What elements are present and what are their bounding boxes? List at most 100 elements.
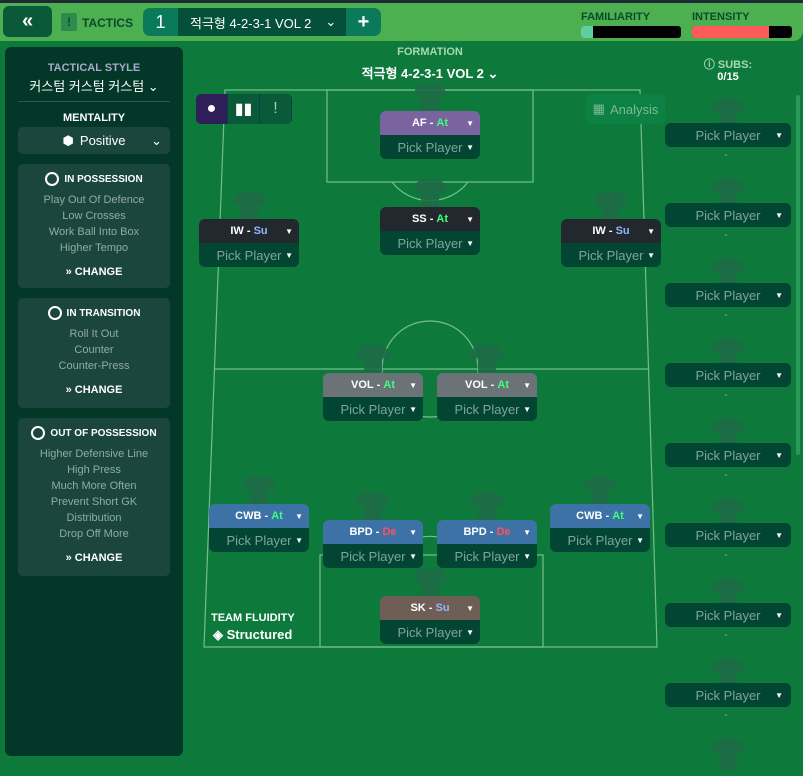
pick-player-select[interactable]: Pick Player ▼ [380, 231, 480, 255]
sub-slot[interactable]: Pick Player ▼ [665, 443, 791, 467]
player-name: Pick Player [454, 548, 520, 564]
dropdown-arrow-icon: ▼ [523, 380, 531, 390]
player-name: Pick Player [567, 532, 633, 548]
pick-player-select[interactable]: Pick Player ▼ [437, 544, 537, 568]
duty-name: At [436, 213, 449, 225]
sub-slot[interactable]: Pick Player ▼ [665, 283, 791, 307]
tactic-tab-group: 1 적극형 4-2-3-1 VOL 2 ⌄ + [143, 8, 381, 36]
role-select[interactable]: VOL - At ▼ [323, 373, 423, 397]
double-chevron-right-icon: » [65, 266, 72, 278]
formation-select[interactable]: 적극형 4-2-3-1 VOL 2 ⌄ [330, 63, 530, 82]
sub-player: Pick Player [695, 687, 761, 703]
pick-player-select[interactable]: Pick Player ▼ [199, 243, 299, 267]
pick-player-select[interactable]: Pick Player ▼ [437, 397, 537, 421]
role-name: BPD [463, 526, 487, 538]
role-select[interactable]: CWB - At ▼ [209, 504, 309, 528]
dropdown-arrow-icon: ▼ [409, 527, 417, 537]
mentality-select[interactable]: ⬢ Positive ⌄ [18, 127, 170, 154]
role-name: CWB [576, 510, 603, 522]
dropdown-arrow-icon: ▼ [647, 250, 655, 260]
role-select[interactable]: SK - Su ▼ [380, 596, 480, 620]
sub-player: Pick Player [695, 607, 761, 623]
fluidity-text: Structured [226, 627, 293, 642]
tactic-slot-number[interactable]: 1 [143, 8, 178, 36]
stats-view-button[interactable]: ▮▮ [228, 94, 260, 124]
role-select[interactable]: CWB - At ▼ [550, 504, 650, 528]
dropdown-arrow-icon: ▼ [775, 690, 783, 700]
role-select[interactable]: SS - At ▼ [380, 207, 480, 231]
pick-player-select[interactable]: Pick Player ▼ [550, 528, 650, 552]
sub-slot[interactable]: Pick Player ▼ [665, 123, 791, 147]
section-title-text: IN TRANSITION [66, 307, 141, 319]
shirt-icon [711, 495, 745, 531]
instruction-item: Higher Defensive Line [39, 448, 149, 460]
role-select[interactable]: VOL - At ▼ [437, 373, 537, 397]
pick-player-select[interactable]: Pick Player ▼ [380, 135, 480, 159]
role-select[interactable]: AF - At ▼ [380, 111, 480, 135]
role-name: AF [411, 117, 427, 129]
tactic-select[interactable]: 적극형 4-2-3-1 VOL 2 ⌄ [178, 8, 346, 36]
dropdown-arrow-icon: ▼ [636, 535, 644, 545]
player-name: Pick Player [454, 401, 520, 417]
sub-slot[interactable]: Pick Player ▼ [665, 203, 791, 227]
duty-name: De [382, 526, 397, 538]
tactical-style-select[interactable]: 커스텀 커스텀 커스텀 ⌄ [5, 76, 183, 95]
change-button[interactable]: » CHANGE [18, 384, 170, 396]
dropdown-arrow-icon: ▼ [285, 250, 293, 260]
role-select[interactable]: BPD - De ▼ [437, 520, 537, 544]
add-tactic-button[interactable]: + [346, 8, 381, 36]
pick-player-select[interactable]: Pick Player ▼ [209, 528, 309, 552]
shirt-icon [711, 335, 745, 371]
sub-empty-marker: - [724, 149, 728, 161]
team-fluidity-value[interactable]: ◈ Structured [213, 627, 292, 643]
pick-player-select[interactable]: Pick Player ▼ [380, 620, 480, 644]
player-view-button[interactable]: ● [196, 94, 228, 124]
role-select[interactable]: IW - Su ▼ [561, 219, 661, 243]
position-card: CWB - At ▼ Pick Player ▼ [209, 504, 309, 552]
subs-scrollbar[interactable] [796, 95, 800, 455]
sub-slot[interactable]: Pick Player ▼ [665, 683, 791, 707]
back-button[interactable]: « [3, 6, 52, 37]
sub-empty-marker: - [724, 229, 728, 241]
familiarity-bar[interactable] [581, 26, 681, 38]
player-name: Pick Player [340, 401, 406, 417]
change-button[interactable]: » CHANGE [18, 266, 170, 278]
sub-slot[interactable]: Pick Player ▼ [665, 363, 791, 387]
mentality-value: Positive [79, 133, 126, 148]
subs-label-row: ⓘ SUBS: [665, 56, 791, 72]
instruction-item: Work Ball Into Box [48, 226, 140, 238]
instruction-item: High Press [67, 464, 121, 476]
role-select[interactable]: BPD - De ▼ [323, 520, 423, 544]
diamond-icon: ◈ [213, 627, 223, 642]
player-name: Pick Player [578, 247, 644, 263]
role-select[interactable]: IW - Su ▼ [199, 219, 299, 243]
shirt-icon [470, 342, 504, 378]
analysis-button[interactable]: ▦ Analysis [586, 94, 665, 124]
duty-name: At [271, 510, 283, 522]
change-button[interactable]: » CHANGE [18, 552, 170, 564]
tactic-view-button[interactable]: ! [260, 94, 292, 124]
position-card: SS - At ▼ Pick Player ▼ [380, 207, 480, 255]
dropdown-arrow-icon: ▼ [523, 404, 531, 414]
sub-slot[interactable]: Pick Player ▼ [665, 523, 791, 547]
position-card: VOL - At ▼ Pick Player ▼ [437, 373, 537, 421]
shirt-icon [594, 188, 628, 224]
dropdown-arrow-icon: ▼ [775, 610, 783, 620]
pick-player-select[interactable]: Pick Player ▼ [323, 544, 423, 568]
instruction-item: Counter [74, 344, 114, 356]
formation-name: 적극형 4-2-3-1 VOL 2 [361, 66, 484, 81]
sub-player: Pick Player [695, 527, 761, 543]
info-icon[interactable]: ⓘ [703, 59, 715, 71]
dropdown-arrow-icon: ▼ [523, 551, 531, 561]
shirt-icon [711, 735, 745, 771]
pick-player-select[interactable]: Pick Player ▼ [561, 243, 661, 267]
dropdown-arrow-icon: ▼ [285, 226, 293, 236]
instruction-item: Low Crosses [62, 210, 126, 222]
shirt-icon [711, 415, 745, 451]
shirt-icon [232, 188, 266, 224]
formation-label: FORMATION [397, 46, 463, 58]
sub-slot[interactable]: Pick Player ▼ [665, 603, 791, 627]
mentality-icon: ⬢ [62, 132, 74, 148]
intensity-bar[interactable] [692, 26, 792, 38]
pick-player-select[interactable]: Pick Player ▼ [323, 397, 423, 421]
